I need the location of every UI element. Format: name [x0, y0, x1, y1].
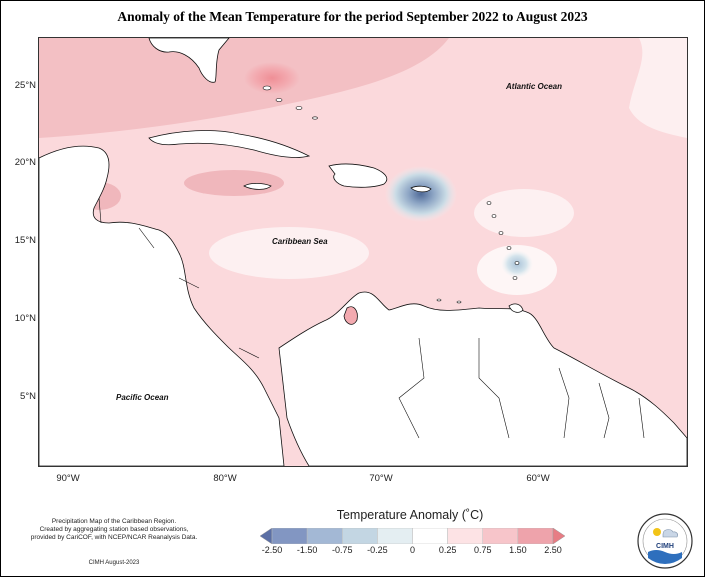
legend-tick-label: -1.50: [296, 545, 318, 555]
lat-label-10n: 10°N: [14, 313, 36, 324]
sun-icon: [653, 528, 661, 536]
legend-colorbar: [260, 528, 565, 544]
small-islands: [262, 85, 520, 304]
label-pacific-ocean: Pacific Ocean: [116, 393, 169, 402]
legend-tick-label: 0.75: [473, 545, 492, 555]
lat-label-15n: 15°N: [14, 235, 36, 246]
map-canvas: [39, 38, 687, 466]
lon-label-70w: 70°W: [369, 473, 393, 484]
colorbar-cell: [306, 528, 343, 544]
credit-line-3: provided by CariCOF, with NCEP/NCAR Rean…: [30, 534, 198, 541]
anomaly-warm-jamaica: [184, 170, 284, 196]
legend-tick-label: -0.75: [331, 545, 353, 555]
colorbar-cell: [412, 528, 448, 544]
anomaly-warm-bahamas: [244, 62, 300, 94]
land-masses: [39, 38, 687, 466]
colorbar-cell: [447, 528, 483, 544]
legend-title: Temperature Anomaly (˚C): [336, 508, 484, 522]
lon-label-60w: 60°W: [526, 473, 550, 484]
lat-label-25n: 25°N: [14, 80, 36, 91]
legend-tick-label: -0.25: [367, 545, 388, 555]
label-atlantic-ocean: Atlantic Ocean: [506, 82, 563, 91]
legend-tick-label: 0: [409, 545, 415, 555]
legend-tick-label: 1.50: [509, 545, 527, 555]
lake-maracaibo: [343, 306, 358, 325]
colorbar-cell: [377, 528, 413, 544]
land-jamaica: [243, 182, 272, 190]
lat-label-20n: 20°N: [14, 157, 36, 168]
legend-tick-label: -2.50: [261, 545, 283, 555]
land-puerto-rico: [410, 185, 432, 193]
legend-tick-label: 0.25: [438, 545, 457, 555]
lon-label-90w: 90°W: [56, 473, 80, 484]
colorbar-cell: [342, 528, 378, 544]
land-central-america: [39, 145, 285, 466]
anomaly-light-east: [629, 38, 687, 138]
colorbar-cell: [482, 528, 519, 544]
cloud-icon: [662, 529, 678, 538]
lat-label-5n: 5°N: [20, 391, 36, 402]
land-south-america: [278, 291, 687, 466]
credit-line-1: Precipitation Map of the Caribbean Regio…: [51, 518, 177, 525]
colorbar-cell: [271, 528, 308, 544]
land-florida: [148, 38, 230, 83]
logo-text: CIMH: [656, 543, 674, 550]
credit-line-4: CIMH August-2023: [88, 560, 140, 566]
legend-tick-label: 2.50: [544, 545, 562, 555]
land-hispaniola: [328, 163, 388, 188]
anomaly-cold-puerto-rico: [385, 166, 457, 222]
credit-line-2: Created by aggregating station based obs…: [39, 526, 189, 533]
map-title: Anomaly of the Mean Temperature for the …: [117, 9, 588, 24]
waves-icon: [648, 550, 682, 564]
map-panel: [38, 37, 688, 467]
colorbar-extend-high: [552, 528, 565, 544]
land-cuba: [148, 130, 311, 158]
anomaly-light-caribbean: [209, 227, 369, 279]
label-caribbean-sea: Caribbean Sea: [272, 237, 328, 246]
colorbar-cell: [517, 528, 554, 544]
country-borders: [98, 197, 645, 439]
cimh-logo: CIMH: [637, 513, 693, 569]
lon-label-80w: 80°W: [213, 473, 237, 484]
anomaly-light-lesser-antilles: [474, 189, 574, 237]
anomaly-band-north: [39, 38, 449, 138]
land-trinidad: [508, 303, 524, 313]
map-credit: Precipitation Map of the Caribbean Regio…: [14, 518, 214, 542]
colorbar-extend-low: [260, 528, 273, 544]
